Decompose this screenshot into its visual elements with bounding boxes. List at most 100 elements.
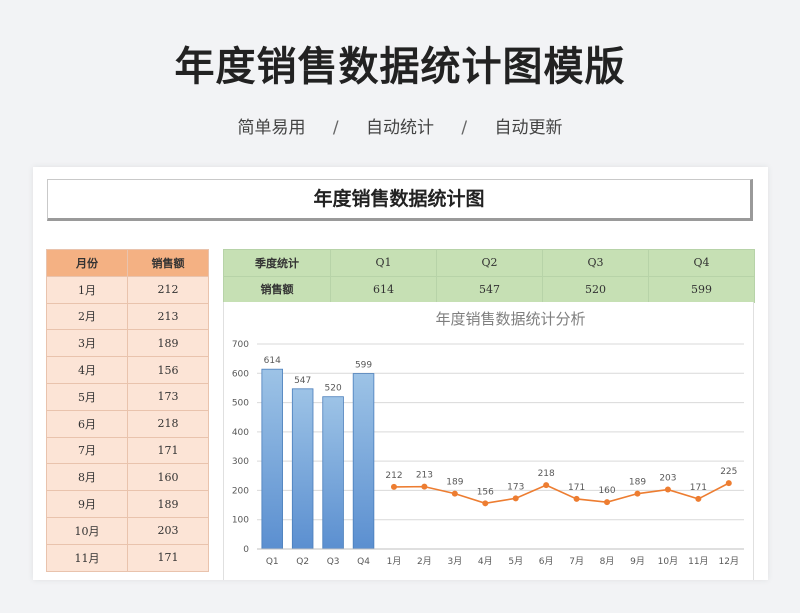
sales-cell[interactable]: 156 <box>127 356 209 384</box>
bar-data-label: 547 <box>294 376 311 386</box>
sales-cell[interactable]: 173 <box>127 382 209 411</box>
table-row: 1月 212 <box>46 275 209 304</box>
line-point-11月 <box>695 495 702 502</box>
line-point-1月 <box>390 483 397 490</box>
y-tick-label: 200 <box>232 486 249 496</box>
table-row: 5月 173 <box>46 382 209 411</box>
quarter-header-cell[interactable]: Q3 <box>542 249 649 277</box>
sales-cell[interactable]: 212 <box>127 275 209 304</box>
header-month: 月份 <box>46 249 128 277</box>
table-row: 11月 171 <box>46 543 209 572</box>
monthly-sales-table: 月份 销售额 1月 212 2月 213 3月 189 4月 156 5月 173 6月 2… <box>46 249 209 572</box>
tag-separator: / <box>332 118 339 138</box>
bar-data-label: 599 <box>355 361 372 371</box>
quarter-header-cell[interactable]: Q4 <box>648 249 755 277</box>
sheet-title: 年度销售数据统计图 <box>47 179 753 221</box>
x-tick-label: Q3 <box>327 557 340 567</box>
sales-cell[interactable]: 160 <box>127 463 209 492</box>
sales-chart[interactable]: 年度销售数据统计分析 0 100 200 300 400 500 600 700 614 547 52… <box>223 302 754 580</box>
table-row: 8月 160 <box>46 463 209 492</box>
x-tick-label: Q1 <box>266 557 279 567</box>
month-cell[interactable]: 9月 <box>46 490 128 518</box>
quarter-value-cell[interactable]: 614 <box>330 275 437 303</box>
sales-cell[interactable]: 171 <box>127 543 209 572</box>
quarter-stats-label: 季度统计 <box>223 249 331 277</box>
sales-chart-svg: 年度销售数据统计分析 0 100 200 300 400 500 600 700 614 547 52… <box>232 310 744 567</box>
month-cell[interactable]: 3月 <box>46 329 128 358</box>
month-cell[interactable]: 11月 <box>46 543 128 572</box>
line-series <box>393 482 730 505</box>
sales-cell[interactable]: 171 <box>127 436 209 465</box>
month-cell[interactable]: 10月 <box>46 516 128 545</box>
y-tick-label: 600 <box>232 369 249 379</box>
header-sales: 销售额 <box>127 249 209 277</box>
line-data-label: 189 <box>629 478 646 488</box>
x-tick-label: 9月 <box>630 556 645 567</box>
x-tick-label: 4月 <box>478 556 493 567</box>
table-row: 季度统计 Q1 Q2 Q3 Q4 <box>223 249 755 277</box>
x-tick-label: 10月 <box>658 556 678 567</box>
sales-cell[interactable]: 213 <box>127 302 209 331</box>
line-data-label: 203 <box>659 474 676 484</box>
table-row: 6月 218 <box>46 409 209 438</box>
table-row: 2月 213 <box>46 302 209 331</box>
page-title: 年度销售数据统计图模版 <box>174 44 626 90</box>
quarter-sales-label: 销售额 <box>223 275 331 303</box>
line-data-label: 173 <box>507 482 524 492</box>
quarter-header-cell[interactable]: Q1 <box>330 249 437 277</box>
sales-cell[interactable]: 218 <box>127 409 209 438</box>
quarter-header-cell[interactable]: Q2 <box>436 249 543 277</box>
quarter-value-cell[interactable]: 547 <box>436 275 543 303</box>
month-cell[interactable]: 6月 <box>46 409 128 438</box>
line-point-8月 <box>604 499 611 506</box>
x-tick-label: Q2 <box>296 557 309 567</box>
line-point-9月 <box>634 490 641 497</box>
subtitle-tags: 简单易用 / 自动统计 / 自动更新 <box>0 113 800 138</box>
y-tick-label: 500 <box>232 399 249 409</box>
bar-Q1 <box>261 368 283 550</box>
month-cell[interactable]: 5月 <box>46 382 128 411</box>
line-data-label: 156 <box>477 487 494 497</box>
tag-separator: / <box>461 118 468 138</box>
x-tick-label: 5月 <box>508 556 523 567</box>
x-tick-label: 7月 <box>569 556 584 567</box>
quarter-value-cell[interactable]: 520 <box>542 275 649 303</box>
y-tick-label: 700 <box>232 340 249 350</box>
line-data-label: 218 <box>538 469 555 479</box>
quarterly-summary-table: 季度统计 Q1 Q2 Q3 Q4 销售额 614 547 520 599 <box>223 249 755 303</box>
y-tick-label: 300 <box>232 457 249 467</box>
month-cell[interactable]: 4月 <box>46 356 128 384</box>
line-point-10月 <box>664 486 671 493</box>
bar-Q4 <box>352 373 375 550</box>
line-data-label: 213 <box>416 471 433 481</box>
line-point-6月 <box>543 482 550 489</box>
line-data-label: 160 <box>598 486 615 496</box>
tag-easy: 简单易用 <box>237 118 306 138</box>
quarter-value-cell[interactable]: 599 <box>648 275 755 303</box>
chart-title: 年度销售数据统计分析 <box>435 310 585 328</box>
month-cell[interactable]: 8月 <box>46 463 128 492</box>
month-cell[interactable]: 7月 <box>46 436 128 465</box>
bar-Q2 <box>291 388 314 550</box>
line-data-label: 189 <box>446 478 463 488</box>
bar-Q3 <box>322 396 344 550</box>
bar-data-label: 614 <box>264 356 281 366</box>
sales-cell[interactable]: 203 <box>127 516 209 545</box>
line-point-3月 <box>451 490 458 497</box>
x-tick-label: 11月 <box>688 556 708 567</box>
table-row: 3月 189 <box>46 329 209 358</box>
line-point-4月 <box>482 500 489 507</box>
line-data-label: 171 <box>690 483 707 493</box>
spreadsheet-card: 年度销售数据统计图 月份 销售额 1月 212 2月 213 3月 189 4月 156… <box>33 167 768 580</box>
sales-cell[interactable]: 189 <box>127 329 209 358</box>
x-tick-label: 12月 <box>719 556 739 567</box>
y-tick-label: 0 <box>243 545 249 555</box>
tag-auto-update: 自动更新 <box>494 118 563 138</box>
table-row: 4月 156 <box>46 356 209 384</box>
month-cell[interactable]: 1月 <box>46 275 128 304</box>
y-tick-label: 100 <box>232 516 249 526</box>
line-point-7月 <box>573 495 580 502</box>
month-cell[interactable]: 2月 <box>46 302 128 331</box>
line-point-2月 <box>421 483 428 490</box>
sales-cell[interactable]: 189 <box>127 490 209 518</box>
